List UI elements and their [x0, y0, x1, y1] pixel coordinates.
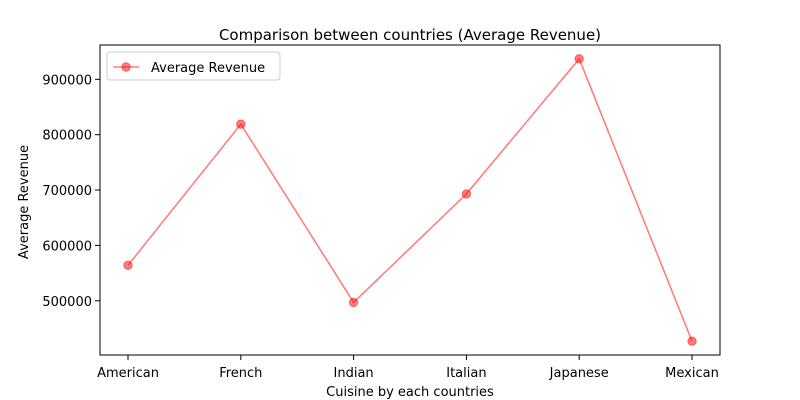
y-tick-label: 900000 [42, 73, 92, 88]
axes-frame [99, 44, 721, 356]
x-tick-label: Mexican [665, 366, 719, 381]
plot-area: American French Indian Italian Japanese Mexic… [42, 44, 721, 381]
x-axis-label: Cuisine by each countries [326, 385, 494, 400]
legend-box [106, 51, 281, 81]
data-point [574, 54, 584, 64]
y-axis-label: Average Revenue [17, 145, 32, 259]
x-tick-label: French [219, 366, 262, 381]
y-tick-label: 500000 [42, 295, 92, 310]
x-tick-label: Indian [334, 366, 374, 381]
data-point [123, 260, 133, 271]
y-tick-label: 600000 [42, 239, 92, 254]
data-point [461, 189, 472, 199]
data-point [687, 336, 697, 346]
y-tick-label: 700000 [42, 184, 92, 199]
series-line [127, 57, 693, 342]
x-tick-label: Japanese [549, 366, 609, 381]
chart-title: Comparison between countries (Average Re… [219, 26, 601, 44]
x-tick-label: American [97, 366, 159, 381]
legend-label: Average Revenue [151, 61, 265, 76]
data-point [236, 119, 246, 129]
x-tick-label: Italian [446, 366, 486, 381]
legend-marker [121, 62, 131, 72]
y-tick-label: 800000 [42, 129, 92, 144]
data-point [348, 297, 359, 308]
